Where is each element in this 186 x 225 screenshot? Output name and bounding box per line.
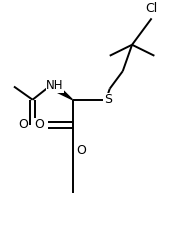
Text: O: O xyxy=(34,119,44,131)
Text: O: O xyxy=(76,144,86,157)
Text: O: O xyxy=(18,119,28,131)
Text: S: S xyxy=(104,93,112,106)
Text: NH: NH xyxy=(46,79,64,92)
Text: Cl: Cl xyxy=(145,2,158,15)
Polygon shape xyxy=(52,83,73,100)
